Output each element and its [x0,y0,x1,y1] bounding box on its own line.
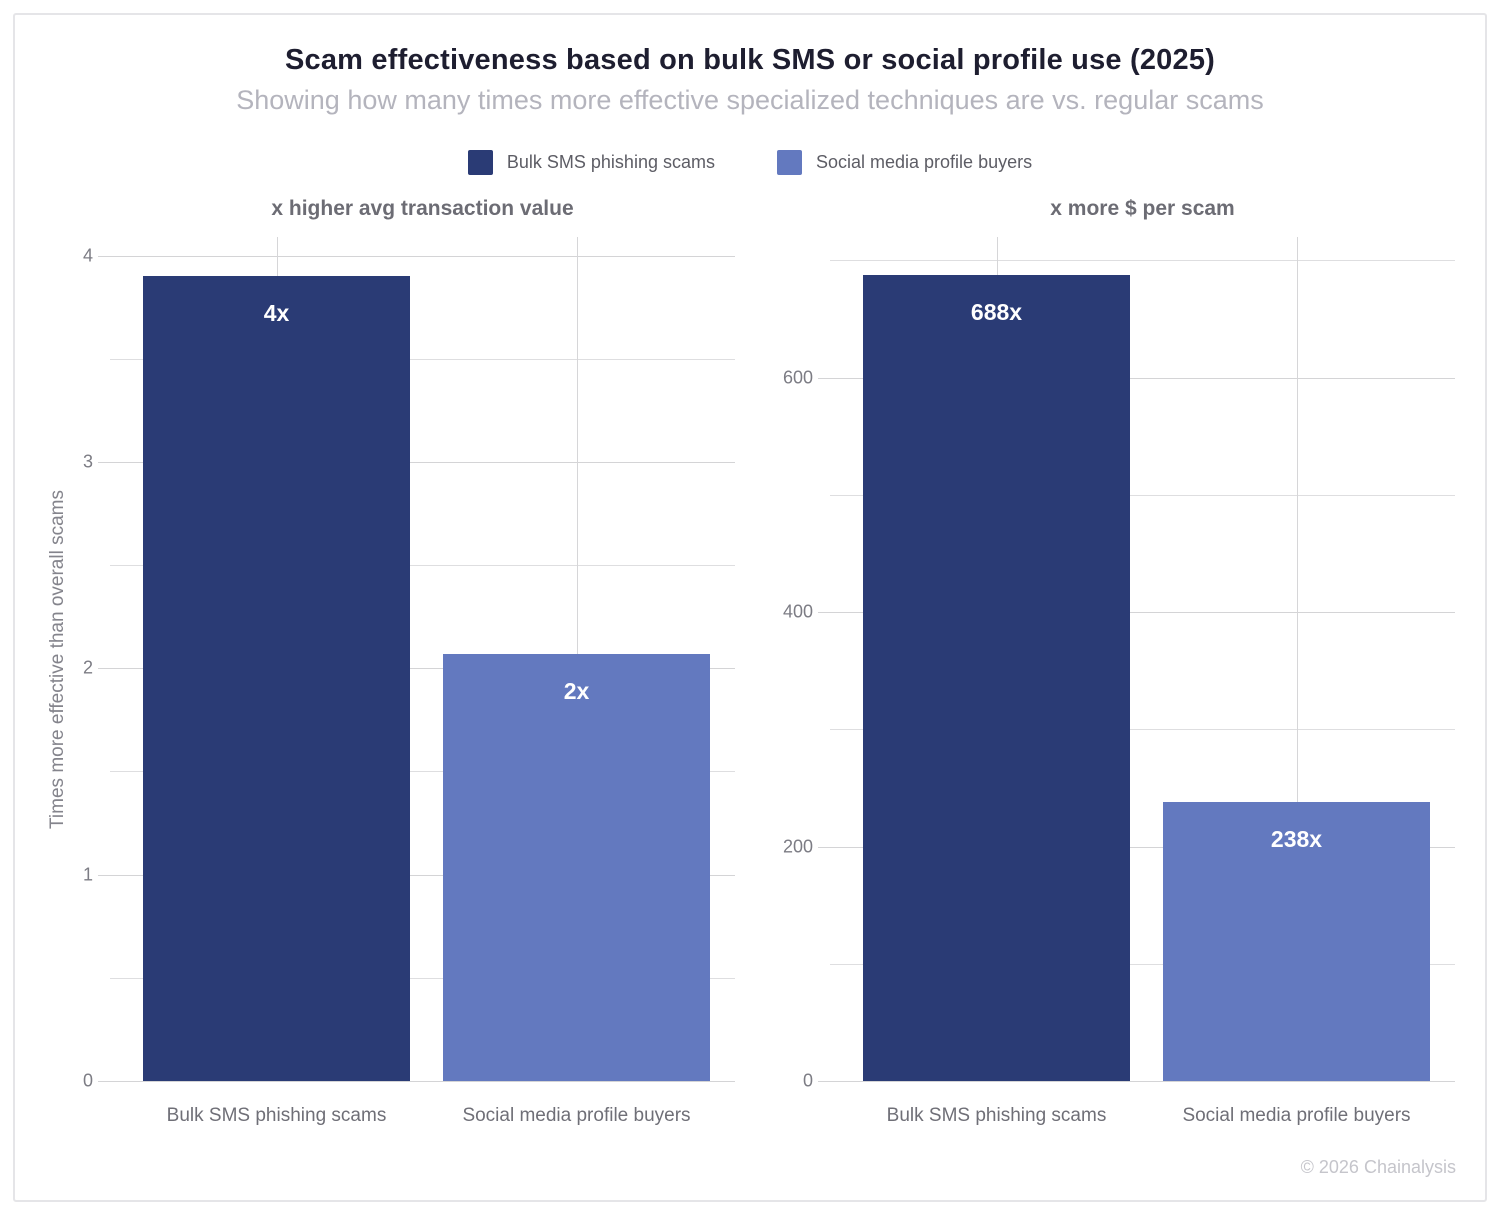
bar-value-label: 238x [1270,826,1323,852]
y-tick-label: 4 [82,245,93,266]
legend-swatch-social-media [776,150,802,175]
bar-social-media: 238x [1163,802,1430,1081]
category-label: Bulk SMS phishing scams [886,1105,1107,1126]
legend-item-social-media: Social media profile buyers [776,150,1033,175]
gridline-major [98,255,735,257]
gridline-major [98,1081,735,1082]
page-title: Scam effectiveness based on bulk SMS or … [284,44,1216,76]
category-gridline [1296,237,1298,1081]
chart-plot: 0 200 400 600 688x Bulk SMS phishing scams 238… [783,237,1455,1126]
gridline-minor [830,494,1455,496]
gridline-minor [830,963,1455,965]
legend-item-bulk-sms: Bulk SMS phishing scams [467,150,715,175]
category-label: Social media profile buyers [1182,1105,1411,1126]
gridline-major [818,377,1455,379]
chart-dollars-per-scam: x more $ per scam 0 200 400 600 688x Bulk SMS… [783,197,1455,1126]
legend: Bulk SMS phishing scams Social media pro… [0,150,1500,175]
gridline-major [98,668,735,670]
category-label: Bulk SMS phishing scams [166,1105,387,1126]
gridline-major [98,874,735,876]
gridline-minor [110,977,735,979]
y-tick-label: 0 [82,1070,93,1091]
chart-plot: 0 1 2 3 4 4x Bulk SMS phishing scams 2x Social m… [83,237,735,1126]
bar-social-media: 2x [443,653,710,1081]
gridline-minor [110,358,735,360]
gridline-minor [110,771,735,773]
chart-title: x higher avg transaction value [271,197,574,220]
gridline-major [818,1081,1455,1082]
legend-label: Social media profile buyers [815,152,1033,172]
chart-title: x more $ per scam [1050,197,1235,220]
y-tick-label: 0 [802,1070,813,1091]
y-tick-label: 3 [82,451,93,472]
y-tick-label: 2 [82,657,93,678]
gridline-major [98,461,735,463]
legend-swatch-bulk-sms [467,150,493,175]
gridline-minor [830,729,1455,731]
bar-value-label: 2x [563,677,590,704]
bar-bulk-sms: 4x [143,276,410,1081]
legend-label: Bulk SMS phishing scams [506,152,715,172]
gridline-major [818,612,1455,614]
gridline-major [818,846,1455,848]
gridline-minor [830,260,1455,262]
chart-avg-transaction-value: x higher avg transaction value 0 1 2 3 4 4x Bu… [83,197,735,1126]
bar-value-label: 4x [263,300,290,327]
bar-value-label: 688x [970,298,1023,325]
bar-bulk-sms: 688x [863,274,1130,1081]
y-tick-label: 600 [782,367,813,388]
gridline-minor [110,565,735,567]
y-tick-label: 400 [782,601,813,622]
page-subtitle: Showing how many times more effective sp… [236,85,1264,115]
category-label: Social media profile buyers [462,1105,691,1126]
y-tick-label: 200 [782,836,813,857]
y-tick-label: 1 [82,864,93,885]
copyright-credit: © 2026 Chainalysis [1300,1157,1456,1177]
